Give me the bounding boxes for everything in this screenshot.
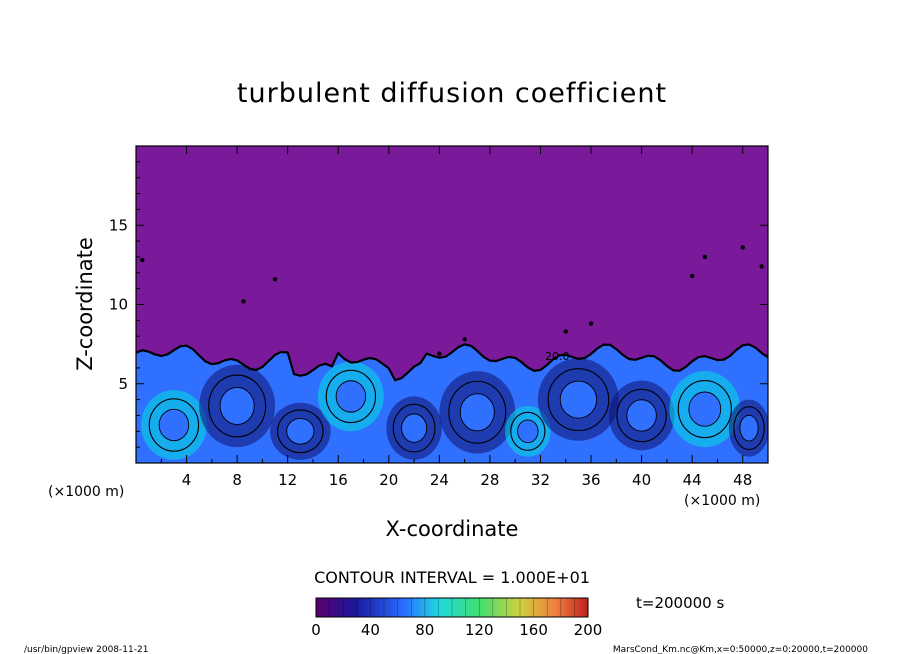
colorbar-tick-label: 0 — [311, 621, 321, 639]
contour-inline-label: 20.0 — [545, 350, 570, 363]
x-unit-label-left: (×1000 m) — [48, 484, 124, 500]
contour-patch — [759, 264, 764, 269]
eddy-contour — [148, 398, 200, 452]
eddy-core — [335, 380, 367, 413]
y-tick-label: 5 — [118, 375, 128, 393]
eddy-contour — [733, 406, 765, 451]
eddy-contour — [547, 368, 610, 432]
eddy-contour — [616, 388, 667, 443]
x-tick-label: 40 — [632, 471, 651, 489]
eddy-contour — [677, 380, 732, 439]
x-tick-label: 28 — [480, 471, 499, 489]
contour-patch — [689, 273, 695, 279]
plot-area — [136, 146, 768, 463]
contour-patch — [462, 337, 467, 342]
contour-interval-label: CONTOUR INTERVAL = 1.000E+01 — [314, 568, 590, 587]
contour-patch — [588, 321, 594, 326]
contour-patch — [437, 351, 442, 356]
contour-patch — [702, 254, 707, 260]
eddy-core — [219, 386, 255, 425]
contour-patch — [740, 245, 745, 250]
eddy-contour — [277, 409, 324, 454]
colorbar-tick-label: 160 — [519, 621, 548, 639]
x-axis-label: X-coordinate — [386, 517, 519, 541]
y-tick-label: 15 — [109, 216, 128, 234]
x-tick-label: 8 — [232, 471, 242, 489]
contour-patch — [241, 299, 246, 304]
eddy-contour — [325, 369, 377, 424]
y-axis: 5 10 15 — [109, 161, 768, 448]
x-tick-label: 20 — [379, 471, 398, 489]
colorbar-stripes — [329, 598, 575, 617]
layer-top-contour — [136, 343, 768, 382]
eddy-contour — [392, 403, 436, 453]
eddy-core — [626, 399, 657, 432]
x-tick-label: 36 — [581, 471, 600, 489]
x-tick-label: 44 — [683, 471, 702, 489]
colorbar-tick-label: 80 — [415, 621, 434, 639]
contour-patch — [272, 276, 278, 282]
footer-left: /usr/bin/gpview 2008-11-21 — [24, 645, 148, 654]
x-tick-label: 4 — [182, 471, 192, 489]
x-tick-label: 48 — [733, 471, 752, 489]
eddy-core — [559, 380, 598, 419]
contour-patch — [563, 329, 568, 334]
eddy-core — [158, 408, 190, 442]
x-tick-label: 32 — [531, 471, 550, 489]
eddy-core — [459, 393, 495, 432]
colorbar-tick-label: 40 — [361, 621, 380, 639]
contour-patch — [140, 257, 145, 263]
eddy-cells — [141, 358, 768, 460]
colorbar-ticks: 0 40 80 120 160 200 — [311, 621, 602, 639]
x-unit-label-right: (×1000 m) — [684, 493, 760, 509]
time-label: t=200000 s — [636, 594, 724, 612]
x-axis: 4 8 12 16 20 24 28 32 36 40 44 48 — [160, 146, 752, 489]
eddy-core — [688, 391, 722, 427]
eddy-contour — [448, 380, 507, 444]
x-tick-label: 12 — [278, 471, 297, 489]
footer-right: MarsCond_Km.nc@Km,x=0:50000,z=0:20000,t=… — [613, 645, 868, 654]
y-tick-label: 10 — [109, 296, 128, 314]
eddy-core — [401, 413, 428, 443]
isolated-contour-patches — [140, 245, 764, 356]
eddy-contour — [510, 411, 546, 451]
eddy-core — [286, 418, 315, 445]
colorbar-tick-label: 120 — [465, 621, 494, 639]
eddy-core — [517, 419, 539, 444]
eddy-core — [739, 414, 759, 442]
x-tick-label: 16 — [329, 471, 348, 489]
y-axis-label: Z-coordinate — [73, 237, 97, 371]
eddy-contour — [208, 374, 267, 438]
chart-title: turbulent diffusion coefficient — [237, 78, 667, 109]
colorbar-tick-label: 200 — [574, 621, 603, 639]
x-tick-label: 24 — [430, 471, 449, 489]
